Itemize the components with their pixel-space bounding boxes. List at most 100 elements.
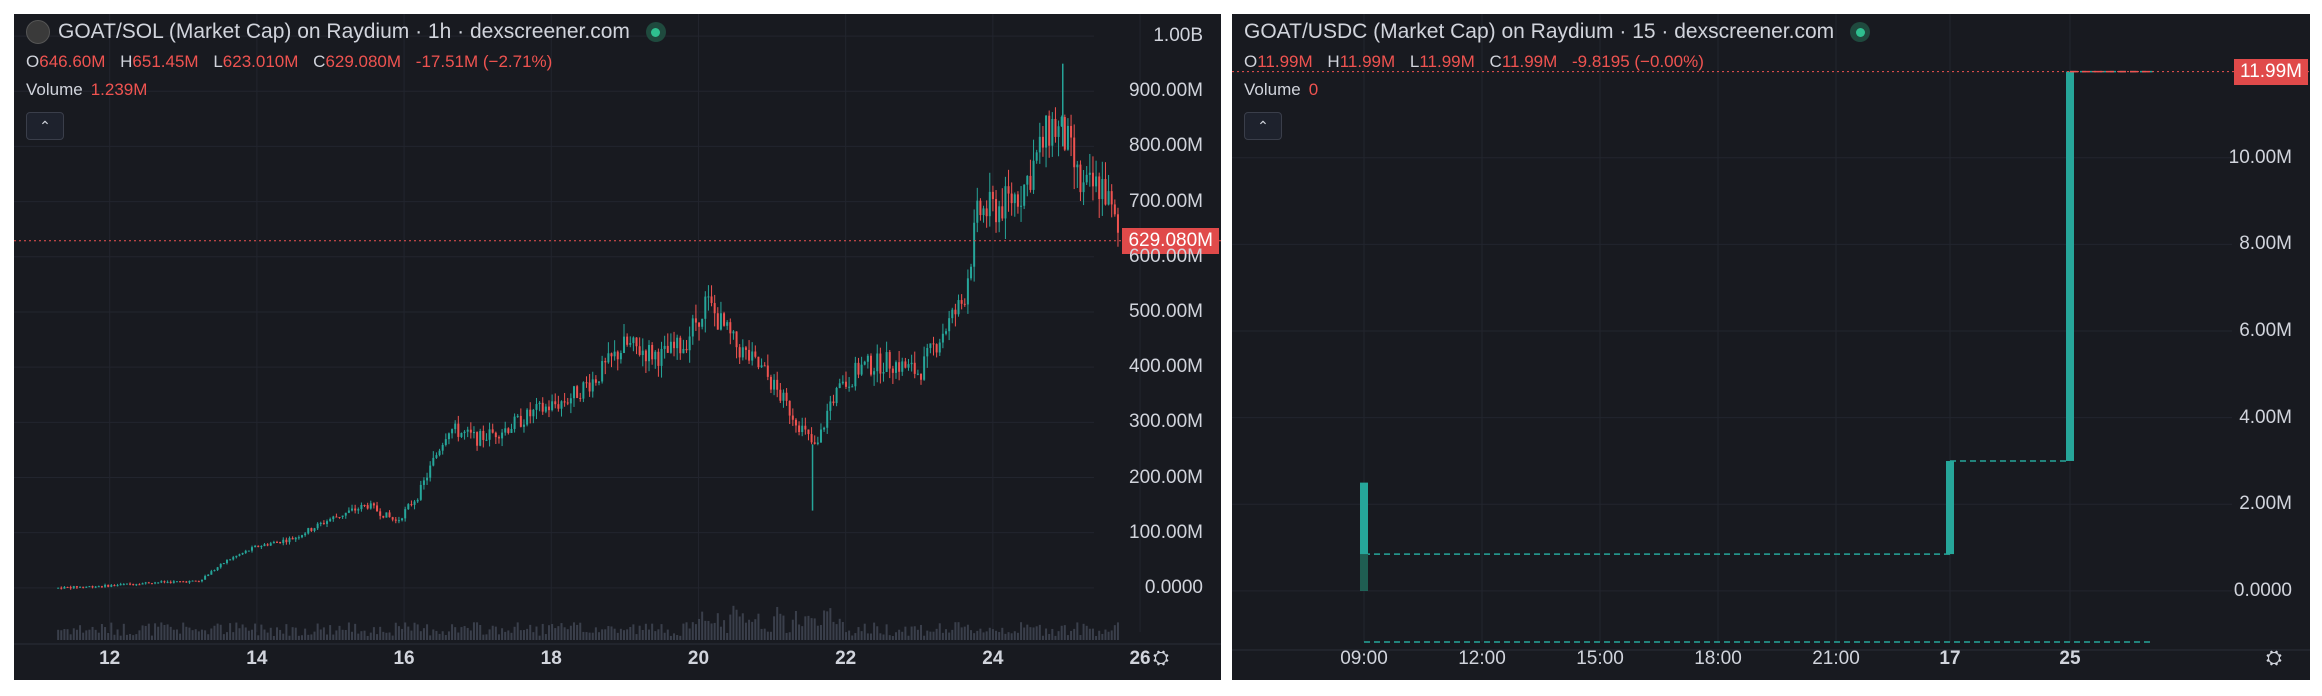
candle-body bbox=[748, 349, 751, 361]
volume-bar bbox=[97, 632, 100, 640]
volume-bar bbox=[1020, 622, 1023, 640]
candle-body bbox=[179, 581, 182, 583]
candle-body bbox=[985, 208, 988, 217]
candle-body bbox=[1360, 554, 1368, 591]
candle-body bbox=[125, 583, 128, 585]
candle-body bbox=[1091, 172, 1094, 187]
x-tick-label: 15:00 bbox=[1576, 648, 1624, 669]
candle-body bbox=[707, 296, 710, 298]
low-label: L bbox=[213, 52, 223, 71]
volume-bar bbox=[741, 613, 744, 640]
candle-body bbox=[441, 445, 444, 451]
candle-body bbox=[326, 521, 329, 524]
volume-bar bbox=[866, 633, 869, 640]
candle-body bbox=[260, 546, 263, 548]
candle-body bbox=[141, 583, 144, 585]
volume-bar bbox=[738, 616, 741, 640]
volume-bar bbox=[88, 629, 91, 640]
chart-panel-goat-sol[interactable]: GOAT/SOL (Market Cap) on Raydium · 1h · … bbox=[14, 14, 1221, 680]
volume-bar bbox=[75, 629, 78, 640]
volume-bar bbox=[623, 630, 626, 640]
candle-body bbox=[851, 386, 854, 388]
candle-body bbox=[729, 322, 732, 334]
low-value: 623.010M bbox=[222, 52, 299, 71]
candle-body bbox=[200, 579, 203, 582]
volume-bar bbox=[1029, 627, 1032, 640]
candle-body bbox=[719, 313, 722, 330]
volume-bar bbox=[729, 614, 732, 640]
candle-body bbox=[138, 584, 141, 586]
volume-bar bbox=[829, 608, 832, 640]
volume-bar bbox=[619, 628, 622, 640]
candle-body bbox=[529, 409, 532, 417]
volume-bar bbox=[676, 635, 679, 640]
candle-body bbox=[788, 400, 791, 416]
volume-bar bbox=[641, 629, 644, 640]
volume-bar bbox=[673, 633, 676, 640]
volume-bar bbox=[182, 622, 185, 640]
candle-body bbox=[973, 222, 976, 267]
candle-body bbox=[754, 351, 757, 357]
candle-body bbox=[219, 563, 222, 568]
candle-body bbox=[207, 574, 210, 577]
volume-bar bbox=[694, 624, 697, 640]
gear-icon[interactable]: ⛭ bbox=[1153, 647, 1169, 669]
candle-body bbox=[285, 539, 288, 543]
candlestick-chart-goat-sol[interactable] bbox=[14, 14, 1221, 680]
candle-body bbox=[188, 580, 191, 583]
volume-bar bbox=[1113, 625, 1116, 640]
y-tick-label: 900.00M bbox=[1129, 80, 1203, 102]
collapse-legend-button[interactable]: ⌃ bbox=[26, 112, 64, 140]
candle-body bbox=[169, 581, 172, 583]
candle-body bbox=[760, 365, 763, 368]
y-tick-label: 400.00M bbox=[1129, 356, 1203, 378]
candle-body bbox=[241, 552, 244, 555]
candle-body bbox=[594, 379, 597, 383]
candle-body bbox=[1063, 117, 1066, 150]
candle-body bbox=[150, 583, 153, 585]
chart-panel-goat-usdc[interactable]: GOAT/USDC (Market Cap) on Raydium · 15 ·… bbox=[1232, 14, 2310, 680]
candle-body bbox=[782, 392, 785, 401]
volume-bar bbox=[335, 630, 338, 640]
candles bbox=[1360, 70, 2153, 643]
volume-bar bbox=[369, 632, 372, 640]
candle-body bbox=[826, 410, 829, 428]
candle-body bbox=[482, 430, 485, 440]
volume-bar bbox=[1070, 630, 1073, 640]
collapse-legend-button[interactable]: ⌃ bbox=[1244, 112, 1282, 140]
candle-body bbox=[560, 401, 563, 409]
volume-bar bbox=[219, 624, 222, 640]
candle-body bbox=[751, 351, 754, 361]
volume-bar bbox=[910, 626, 913, 640]
candle-body bbox=[713, 303, 716, 314]
volume-bar bbox=[701, 611, 704, 640]
candle-body bbox=[638, 346, 641, 356]
candle-body bbox=[566, 402, 569, 404]
candle-body bbox=[157, 582, 160, 584]
candle-body bbox=[244, 550, 247, 553]
volume-bar bbox=[513, 626, 516, 640]
volume-bar bbox=[894, 632, 897, 640]
candle-body bbox=[1060, 117, 1063, 127]
volume-bar bbox=[760, 628, 763, 640]
candle-body bbox=[801, 425, 804, 433]
candle-body bbox=[526, 409, 529, 425]
volume-bar bbox=[460, 627, 463, 640]
chart-title: GOAT/USDC (Market Cap) on Raydium · 15 ·… bbox=[1244, 20, 1835, 43]
candle-body bbox=[379, 511, 382, 516]
volume-bar bbox=[823, 610, 826, 640]
high-value: 11.99M bbox=[1339, 52, 1396, 71]
candlestick-chart-goat-usdc[interactable] bbox=[1232, 14, 2310, 680]
volume-bar bbox=[238, 628, 241, 640]
volume-bar bbox=[626, 629, 629, 640]
volume-bar bbox=[269, 627, 272, 640]
candle-body bbox=[1095, 176, 1098, 187]
candle-body bbox=[876, 353, 879, 372]
volume-bar bbox=[469, 630, 472, 640]
volume-bar bbox=[316, 623, 319, 640]
volume-bar bbox=[1048, 633, 1051, 640]
candle-body bbox=[669, 341, 672, 353]
gear-icon[interactable]: ⛭ bbox=[2266, 647, 2282, 669]
candle-body bbox=[460, 433, 463, 437]
candle-body bbox=[591, 379, 594, 392]
